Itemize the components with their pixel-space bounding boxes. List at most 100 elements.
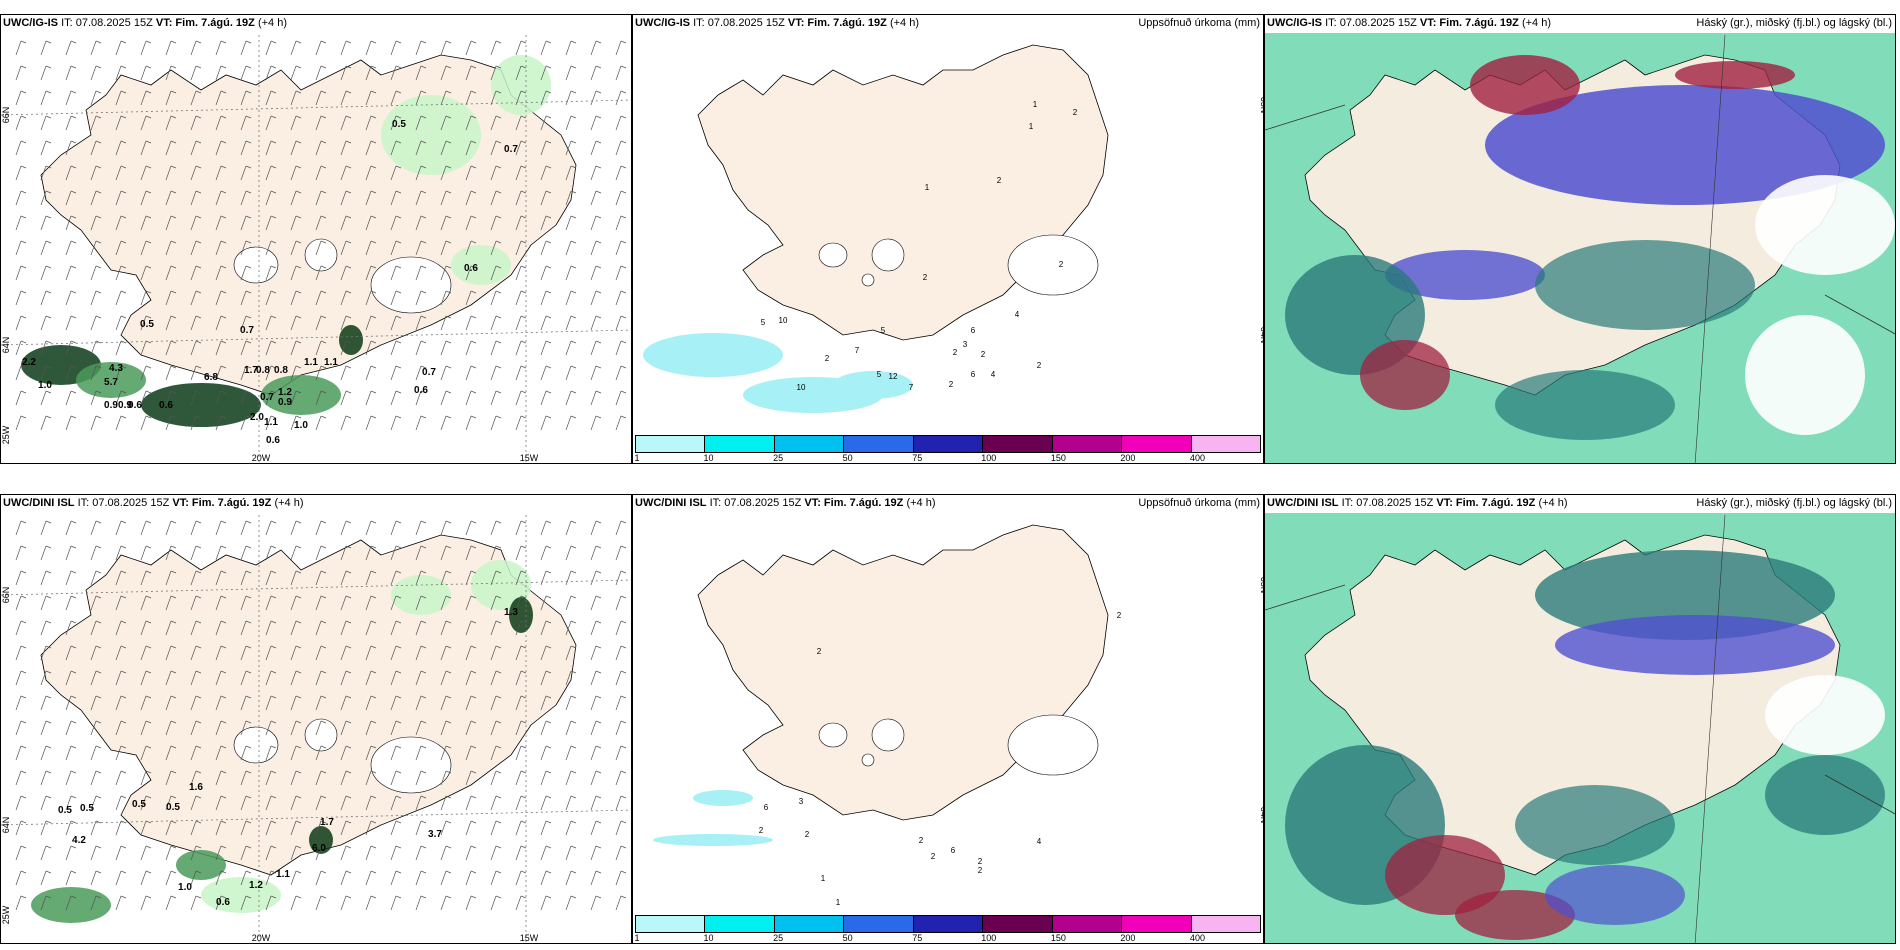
wind-value: 0.6 bbox=[464, 263, 478, 274]
legend-tick: 1 bbox=[634, 453, 640, 463]
precip-value: 1 bbox=[836, 898, 841, 907]
wind-value: 1.0 bbox=[294, 420, 308, 431]
lat-label: 66N bbox=[1, 107, 11, 124]
precip-value: 2 bbox=[805, 830, 810, 839]
wind-value: 0.6 bbox=[216, 897, 230, 908]
wind-value: 1.2 bbox=[249, 880, 263, 891]
legend-tick: 400 bbox=[1189, 453, 1205, 463]
legend-swatch bbox=[844, 436, 914, 452]
precip-panel-dini: UWC/DINI ISL IT: 07.08.2025 15Z VT: Fim.… bbox=[632, 494, 1264, 944]
lat-label: 64N bbox=[1259, 807, 1264, 824]
wind-value: 1.6 bbox=[189, 782, 203, 793]
precip-value: 6 bbox=[971, 326, 976, 335]
legend-swatch bbox=[1191, 916, 1260, 932]
precip-value: 7 bbox=[909, 383, 914, 392]
wind-value: 0.6 bbox=[266, 435, 280, 446]
precip-value: 2 bbox=[759, 826, 764, 835]
wind-value: 4.2 bbox=[72, 835, 86, 846]
wind-value: 0.7 bbox=[260, 392, 274, 403]
legend-tick: 1 bbox=[634, 933, 640, 943]
panel-header: UWC/DINI ISL IT: 07.08.2025 15Z VT: Fim.… bbox=[3, 497, 304, 509]
wind-value: 1.3 bbox=[504, 607, 518, 618]
precip-value: 2 bbox=[931, 852, 936, 861]
precip-value: 1 bbox=[925, 183, 930, 192]
wind-value: 2.0 bbox=[250, 412, 264, 423]
legend-swatch bbox=[774, 916, 845, 932]
wind-panel-ig: UWC/IG-IS IT: 07.08.2025 15Z VT: Fim. 7.… bbox=[0, 14, 632, 464]
wind-map: 66N 64N 25W 20W 15W 1.3 1.6 0.5 0.5 0.5 0.5 4.2 1.7 6… bbox=[1, 495, 631, 943]
precip-legend bbox=[635, 435, 1261, 453]
lat-label: 64N bbox=[1, 337, 11, 354]
wind-value: 6.8 bbox=[204, 372, 218, 383]
legend-tick: 75 bbox=[912, 453, 923, 463]
wind-value: 1.7 bbox=[244, 365, 258, 376]
panel-title: Háský (gr.), miðský (fj.bl.) og lágský (… bbox=[1696, 17, 1892, 29]
lon-label: 20W bbox=[252, 453, 271, 463]
lon-label: 15W bbox=[520, 933, 539, 943]
precip-value: 3 bbox=[799, 797, 804, 806]
wind-value: 1.0 bbox=[38, 380, 52, 391]
legend-swatch bbox=[636, 916, 706, 932]
precip-value: 2 bbox=[981, 350, 986, 359]
precip-value: 2 bbox=[978, 857, 983, 866]
wind-value: 0.8 bbox=[256, 365, 270, 376]
wind-value: 0.9 bbox=[104, 400, 118, 411]
wind-value: 0.5 bbox=[392, 119, 406, 130]
precip-legend bbox=[635, 915, 1261, 933]
lat-label: 64N bbox=[1259, 327, 1264, 344]
precip-value: 10 bbox=[779, 316, 788, 325]
precip-value: 4 bbox=[991, 370, 996, 379]
legend-swatch bbox=[1052, 436, 1123, 452]
panel-header: UWC/IG-IS IT: 07.08.2025 15Z VT: Fim. 7.… bbox=[1267, 17, 1551, 29]
precip-legend-ticks: 1 10 25 50 75 100 150 200 400 bbox=[634, 933, 1261, 943]
legend-tick: 50 bbox=[842, 933, 853, 943]
legend-tick: 10 bbox=[703, 933, 714, 943]
legend-tick: 150 bbox=[1050, 933, 1066, 943]
wind-value: 0.8 bbox=[274, 365, 288, 376]
precip-value: 6 bbox=[764, 803, 769, 812]
legend-swatch bbox=[774, 436, 845, 452]
legend-swatch bbox=[983, 916, 1053, 932]
precip-value: 2 bbox=[978, 866, 983, 875]
lat-label: 25W bbox=[1, 425, 11, 444]
precip-value: 2 bbox=[997, 176, 1002, 185]
precip-value: 10 bbox=[797, 383, 806, 392]
legend-swatch bbox=[1122, 916, 1192, 932]
wind-value: 3.7 bbox=[428, 829, 442, 840]
cloud-map bbox=[1265, 33, 1895, 463]
wind-value: 1.7 bbox=[320, 817, 334, 828]
legend-swatch bbox=[913, 436, 984, 452]
legend-swatch bbox=[1191, 436, 1260, 452]
panel-title: Háský (gr.), miðský (fj.bl.) og lágský (… bbox=[1696, 497, 1892, 509]
precip-value: 5 bbox=[877, 370, 882, 379]
precip-legend-ticks: 1 10 25 50 75 100 150 200 400 bbox=[634, 453, 1261, 463]
precip-value: 4 bbox=[1015, 310, 1020, 319]
cloud-panel-ig: UWC/IG-IS IT: 07.08.2025 15Z VT: Fim. 7.… bbox=[1264, 14, 1896, 464]
precip-value: 1 bbox=[1033, 100, 1038, 109]
precip-value: 5 bbox=[881, 326, 886, 335]
panel-header: UWC/DINI ISL IT: 07.08.2025 15Z VT: Fim.… bbox=[635, 497, 936, 509]
precip-value: 2 bbox=[1117, 611, 1122, 620]
wind-value: 0.5 bbox=[166, 802, 180, 813]
wind-value: 1.2 bbox=[278, 387, 292, 398]
precip-value: 6 bbox=[971, 370, 976, 379]
wind-value: 0.9 bbox=[278, 397, 292, 408]
legend-tick: 25 bbox=[773, 933, 784, 943]
legend-swatch bbox=[705, 916, 775, 932]
legend-swatch bbox=[844, 916, 914, 932]
precip-value: 2 bbox=[1037, 361, 1042, 370]
lon-label: 20W bbox=[252, 933, 271, 943]
wind-value: 0.5 bbox=[132, 799, 146, 810]
legend-tick: 400 bbox=[1189, 933, 1205, 943]
wind-value: 0.5 bbox=[58, 805, 72, 816]
legend-tick: 100 bbox=[981, 933, 997, 943]
legend-tick: 50 bbox=[842, 453, 853, 463]
legend-swatch bbox=[1052, 916, 1123, 932]
precip-value: 6 bbox=[951, 846, 956, 855]
precip-value: 4 bbox=[1037, 837, 1042, 846]
precip-value: 2 bbox=[1059, 260, 1064, 269]
lat-label: 65N bbox=[1259, 577, 1264, 594]
precip-value: 2 bbox=[825, 354, 830, 363]
